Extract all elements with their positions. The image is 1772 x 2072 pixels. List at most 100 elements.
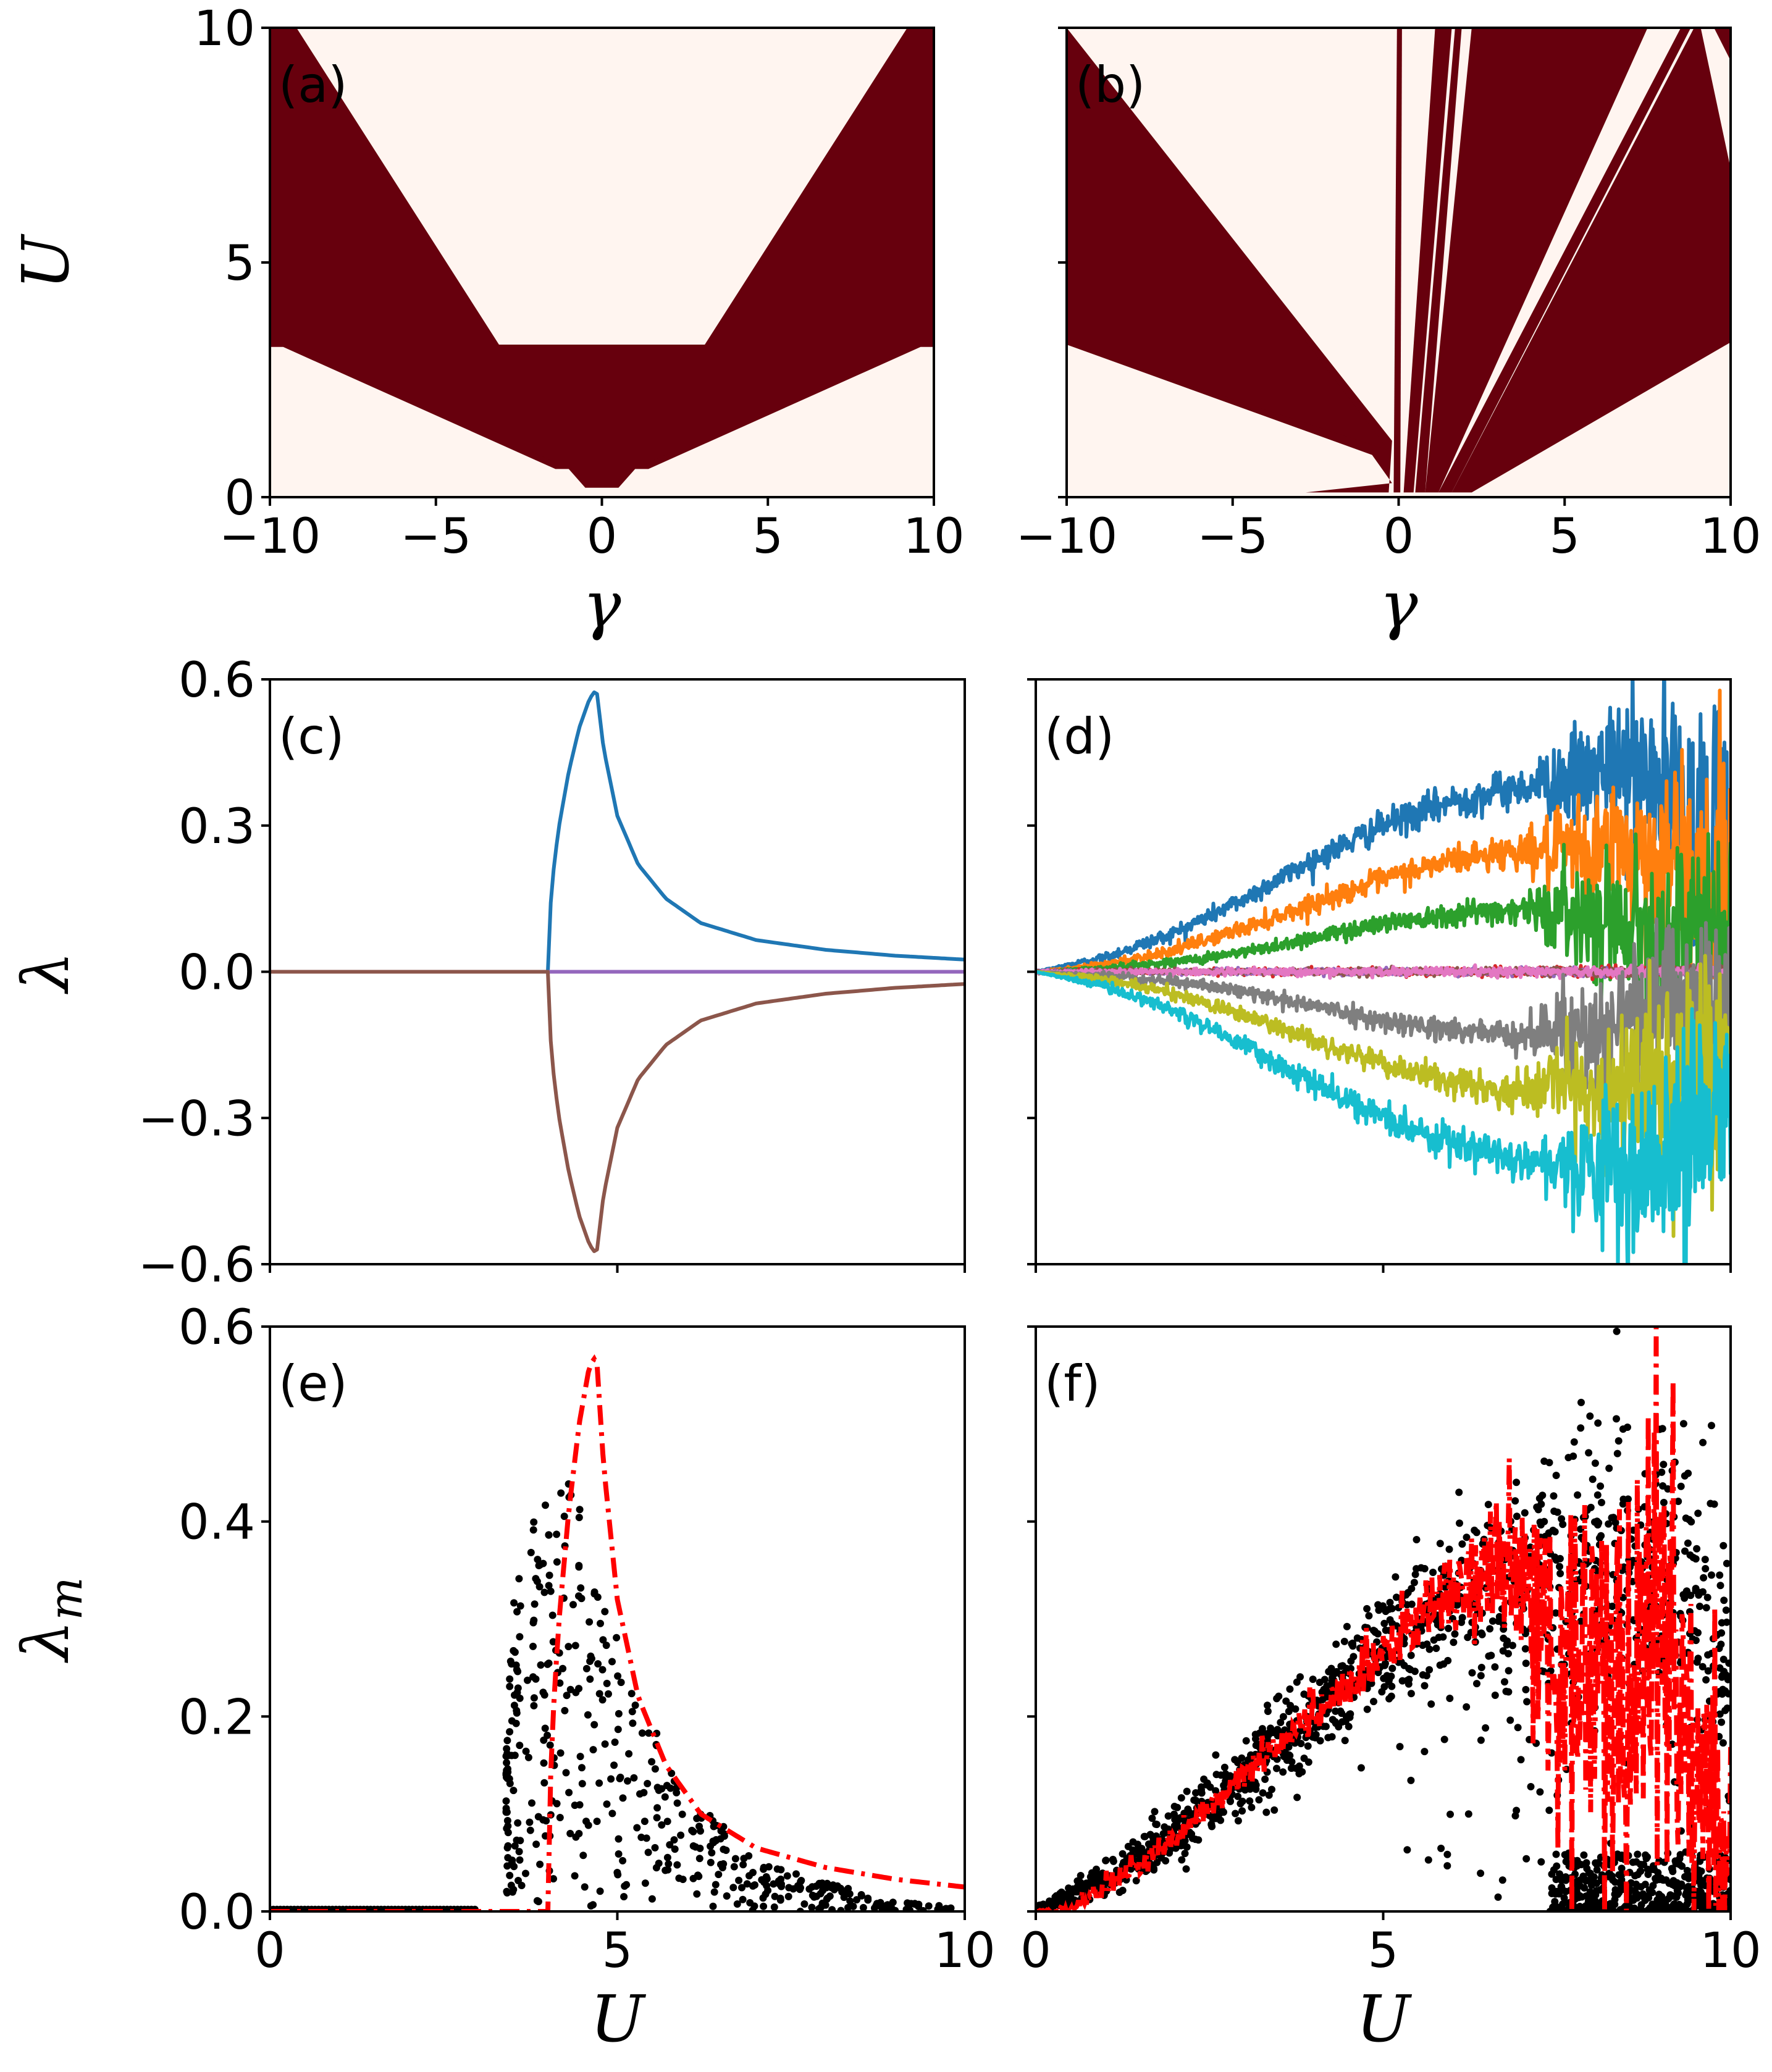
- scatter-point: [1119, 1850, 1127, 1858]
- scatter-point: [553, 1558, 561, 1566]
- scatter-point: [641, 1879, 649, 1887]
- scatter-point: [1707, 1499, 1715, 1508]
- scatter-point: [784, 1892, 792, 1900]
- scatter-point: [733, 1900, 741, 1908]
- scatter-point: [1268, 1785, 1275, 1793]
- scatter-point: [614, 1726, 622, 1734]
- scatter-point: [1407, 1651, 1415, 1659]
- scatter-point: [1343, 1622, 1351, 1630]
- scatter-point: [1405, 1664, 1413, 1672]
- x-tick-label: −10: [1016, 509, 1118, 564]
- scatter-point: [707, 1858, 715, 1866]
- scatter-point: [1435, 1634, 1443, 1642]
- scatter-point: [1451, 1630, 1459, 1638]
- scatter-point: [1693, 1545, 1701, 1553]
- scatter-point: [631, 1701, 639, 1709]
- scatter-point: [1522, 1685, 1530, 1693]
- scatter-point: [503, 1759, 511, 1767]
- scatter-point: [516, 1837, 524, 1845]
- scatter-point: [1270, 1806, 1279, 1814]
- scatter-point: [1464, 1634, 1472, 1642]
- scatter-point: [1587, 1503, 1595, 1511]
- scatter-point: [1411, 1571, 1419, 1579]
- y-tick-label: 0.6: [178, 1300, 255, 1356]
- scatter-point: [1718, 1718, 1726, 1726]
- scatter-point: [628, 1690, 636, 1698]
- scatter-point: [603, 1800, 611, 1808]
- scatter-point: [610, 1761, 618, 1769]
- scatter-point: [1597, 1482, 1605, 1490]
- scatter-point: [878, 1904, 886, 1911]
- scatter-point: [581, 1883, 589, 1891]
- scatter-point: [1182, 1865, 1190, 1873]
- scatter-point: [1232, 1810, 1240, 1818]
- scatter-point: [516, 1633, 524, 1641]
- scatter-point: [1551, 1528, 1559, 1536]
- scatter-point: [1678, 1880, 1686, 1888]
- heatmap-region-dark-strand-2: [1403, 28, 1452, 493]
- scatter-point: [770, 1903, 778, 1911]
- heatmap-region-dark-strand-1: [1393, 28, 1402, 493]
- scatter-point: [586, 1618, 594, 1626]
- scatter-point: [1185, 1807, 1193, 1815]
- scatter-point: [596, 1887, 604, 1895]
- scatter-point: [508, 1856, 516, 1864]
- scatter-point: [1188, 1834, 1196, 1842]
- scatter-point: [1684, 1539, 1692, 1547]
- scatter-point: [1700, 1574, 1708, 1582]
- scatter-point: [663, 1853, 671, 1861]
- scatter-point: [593, 1818, 601, 1826]
- scatter-point: [575, 1685, 583, 1693]
- scatter-point: [708, 1849, 716, 1856]
- scatter-point: [545, 1571, 553, 1579]
- scatter-point: [1564, 1454, 1573, 1462]
- scatter-point: [1349, 1642, 1357, 1650]
- scatter-point: [663, 1818, 671, 1826]
- scatter-point: [636, 1790, 644, 1798]
- scatter-point: [1686, 1551, 1694, 1559]
- y-axis-label: λm: [8, 1577, 93, 1663]
- scatter-point: [608, 1810, 616, 1818]
- scatter-point: [1681, 1547, 1689, 1555]
- scatter-point: [1652, 1874, 1660, 1882]
- scatter-point: [739, 1895, 747, 1903]
- scatter-point: [712, 1881, 720, 1889]
- scatter-point: [594, 1660, 602, 1668]
- scatter-point: [586, 1658, 594, 1665]
- scatter-point: [1386, 1616, 1394, 1624]
- scatter-point: [546, 1741, 554, 1749]
- scatter-point: [671, 1845, 679, 1853]
- scatter-point: [1413, 1536, 1421, 1543]
- scatter-point: [1234, 1759, 1241, 1766]
- scatter-point: [1702, 1565, 1710, 1572]
- scatter-point: [1281, 1749, 1289, 1756]
- scatter-point: [1720, 1655, 1728, 1663]
- scatter-point: [1640, 1861, 1648, 1868]
- scatter-point: [1694, 1629, 1702, 1637]
- scatter-point: [545, 1582, 553, 1590]
- scatter-point: [1140, 1832, 1148, 1840]
- scatter-point: [533, 1577, 541, 1585]
- scatter-point: [1513, 1806, 1521, 1814]
- scatter-point: [595, 1690, 603, 1698]
- scatter-point: [1174, 1803, 1182, 1811]
- scatter-point: [1502, 1687, 1510, 1695]
- scatter-point: [1345, 1722, 1353, 1730]
- scatter-point: [1404, 1588, 1412, 1596]
- scatter-point: [1115, 1889, 1123, 1896]
- scatter-point: [1357, 1764, 1365, 1772]
- scatter-point: [1552, 1850, 1560, 1858]
- scatter-point: [718, 1864, 726, 1872]
- scatter-point: [1153, 1858, 1161, 1866]
- scatter-point: [689, 1842, 697, 1850]
- scatter-point: [743, 1880, 751, 1888]
- reference-curve: [1036, 1327, 1731, 1911]
- panel-c: −0.6 −0.3 0.0 0.3 0.6 (c) λ: [8, 653, 966, 1293]
- scatter-point: [1421, 1682, 1429, 1690]
- scatter-point: [1550, 1492, 1558, 1500]
- scatter-point: [1721, 1687, 1729, 1695]
- scatter-point: [625, 1750, 633, 1758]
- scatter-point: [1484, 1501, 1492, 1509]
- scatter-point: [502, 1771, 510, 1779]
- scatter-point: [1556, 1569, 1564, 1577]
